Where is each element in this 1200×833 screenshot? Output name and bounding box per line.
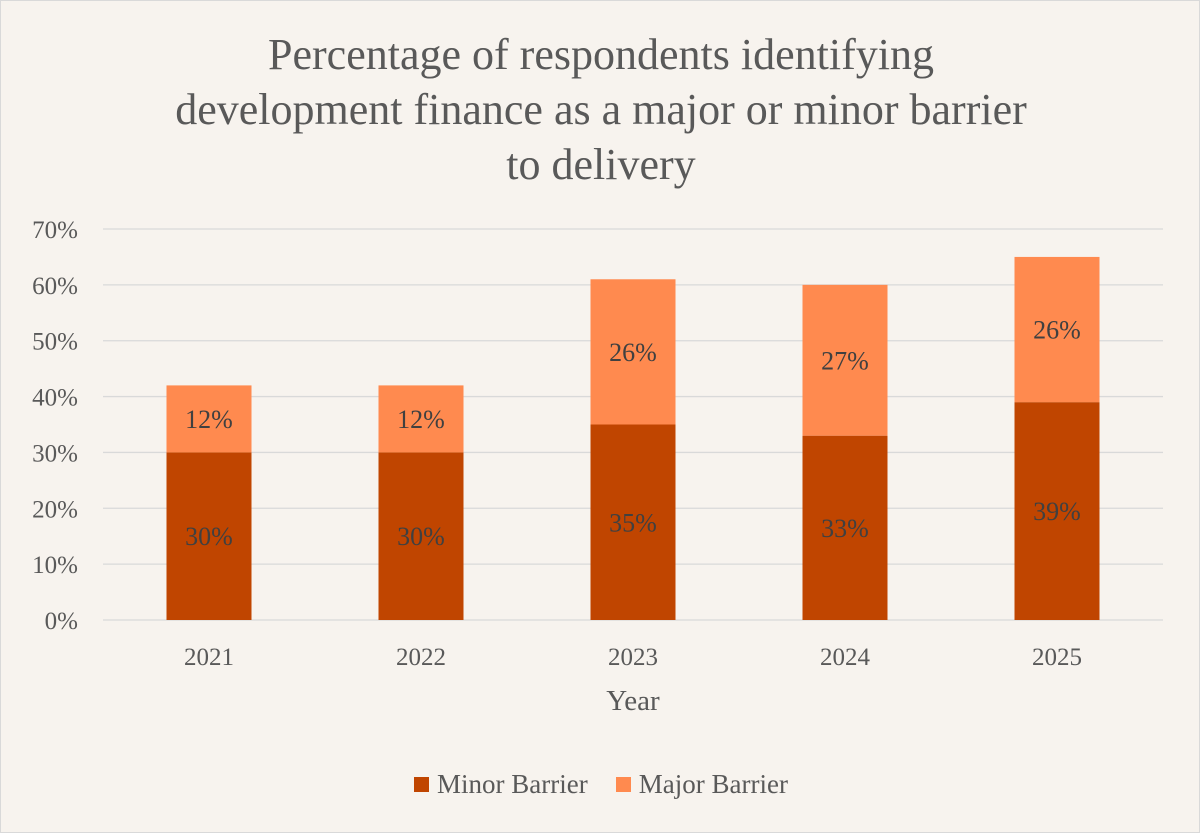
legend-swatch-major-barrier (615, 777, 631, 792)
y-tick-label-0: 0% (45, 608, 78, 635)
data-label-major-barrier-2021: 12% (185, 405, 233, 434)
bar-minor-barrier-2025 (1014, 402, 1100, 620)
data-label-major-barrier-2022: 12% (397, 405, 445, 434)
bar-minor-barrier-2022 (378, 452, 464, 620)
y-tick-label-10: 10% (32, 552, 78, 579)
y-tick-label-50: 50% (32, 329, 78, 356)
bar-minor-barrier-2024 (802, 435, 888, 620)
data-label-minor-barrier-2023: 35% (609, 508, 657, 537)
bar-major-barrier-2022 (378, 385, 464, 453)
y-tick-label-60: 60% (32, 273, 78, 300)
data-label-minor-barrier-2022: 30% (397, 522, 445, 551)
chart-title-line-1: Percentage of respondents identifying (268, 30, 934, 79)
x-tick-label-2022: 2022 (396, 644, 446, 671)
legend-label-minor-barrier: Minor Barrier (437, 769, 588, 799)
data-label-minor-barrier-2024: 33% (821, 514, 869, 543)
bar-major-barrier-2021 (166, 385, 252, 453)
plot-area: 0% 10% 20% 30% 40% 50% 60% 70% 30% 12% 2021 30% 12% 2… (32, 217, 1163, 717)
y-tick-label-30: 30% (32, 440, 78, 467)
chart-title-line-2: development finance as a major or minor … (175, 85, 1027, 134)
bar-major-barrier-2024 (802, 284, 888, 436)
y-tick-label-20: 20% (32, 496, 78, 523)
legend-swatch-minor-barrier (414, 777, 430, 792)
x-tick-label-2025: 2025 (1032, 644, 1082, 671)
legend-item-minor-barrier[interactable]: Minor Barrier (414, 769, 588, 800)
data-label-major-barrier-2025: 26% (1033, 316, 1081, 345)
legend-item-major-barrier[interactable]: Major Barrier (615, 769, 788, 800)
x-tick-label-2024: 2024 (820, 644, 871, 671)
legend: Minor Barrier Major Barrier (1, 769, 1200, 800)
x-tick-label-2023: 2023 (608, 644, 658, 671)
data-label-minor-barrier-2025: 39% (1033, 497, 1081, 526)
legend-label-major-barrier: Major Barrier (638, 769, 788, 799)
data-label-major-barrier-2024: 27% (821, 346, 869, 375)
bar-minor-barrier-2023 (590, 424, 676, 620)
bar-major-barrier-2023 (590, 279, 676, 425)
bar-major-barrier-2025 (1014, 256, 1100, 403)
chart-title-line-3: to delivery (506, 140, 696, 189)
y-tick-label-70: 70% (32, 217, 78, 244)
data-label-major-barrier-2023: 26% (609, 338, 657, 367)
x-tick-label-2021: 2021 (184, 644, 234, 671)
data-label-minor-barrier-2021: 30% (185, 522, 233, 551)
y-tick-label-40: 40% (32, 385, 78, 412)
x-axis-title: Year (606, 685, 660, 717)
chart-title: Percentage of respondents identifying de… (101, 27, 1101, 192)
bar-minor-barrier-2021 (166, 452, 252, 620)
